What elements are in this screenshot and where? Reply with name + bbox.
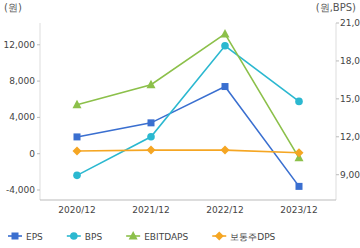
marker	[147, 80, 156, 89]
series-line	[77, 150, 299, 153]
y2-tick-label: 9,000	[340, 170, 360, 180]
legend-label: 보통주DPS	[230, 232, 275, 242]
y2-tick	[336, 98, 339, 99]
y2-tick-label: 15,000	[340, 94, 360, 104]
marker	[221, 146, 230, 155]
y-tick	[37, 44, 40, 45]
chart: (원) (원,BPS) -4,000 0 4,000 8,000 12,000 9,000 12…	[0, 0, 360, 248]
x-tick-label: 2020/12	[58, 205, 95, 215]
y2-tick-label: 12,000	[340, 132, 360, 142]
x-axis-line	[40, 200, 336, 201]
legend-marker	[215, 232, 224, 241]
y2-axis-line	[336, 23, 337, 200]
legend-item: EPS	[8, 232, 43, 242]
y-tick	[37, 117, 40, 118]
y2-tick-label: 21,000	[340, 18, 360, 28]
marker	[295, 148, 304, 157]
y-tick-label: 8,000	[9, 76, 35, 86]
y-tick-label: -4,000	[6, 185, 35, 195]
y-tick-label: 0	[29, 149, 35, 159]
legend-label: BPS	[85, 232, 103, 242]
y-axis-title: (원)	[4, 2, 22, 13]
marker	[148, 119, 155, 126]
y2-tick	[336, 174, 339, 175]
y-tick-label: 12,000	[4, 40, 36, 50]
legend-item: BPS	[67, 232, 103, 242]
legend-marker	[70, 232, 78, 240]
y2-tick	[336, 136, 339, 137]
y-axis-line	[40, 23, 41, 200]
y2-tick	[336, 60, 339, 61]
y-tick	[37, 81, 40, 82]
marker	[221, 29, 230, 38]
series-line	[77, 46, 299, 176]
marker	[295, 98, 303, 106]
legend-item: EBITDAPS	[126, 231, 188, 242]
legend-label: EPS	[26, 232, 43, 242]
marker	[296, 183, 303, 190]
x-tick-label: 2021/12	[132, 205, 169, 215]
x-tick-label: 2023/12	[280, 205, 317, 215]
y-tick	[37, 190, 40, 191]
y-tick	[37, 153, 40, 154]
marker	[73, 100, 82, 109]
marker	[221, 42, 229, 50]
y2-tick-label: 18,000	[340, 56, 360, 66]
y-tick-label: 4,000	[9, 112, 35, 122]
plot-area	[73, 29, 304, 190]
y2-axis-title: (원,BPS)	[316, 2, 356, 13]
marker	[222, 83, 229, 90]
marker	[73, 172, 81, 180]
series-line	[77, 34, 299, 158]
legend-label: EBITDAPS	[144, 232, 188, 242]
y2-tick	[336, 23, 339, 24]
marker	[74, 133, 81, 140]
marker	[147, 146, 156, 155]
legend-marker	[12, 233, 19, 240]
legend-item: 보통주DPS	[212, 232, 275, 242]
marker	[147, 133, 155, 141]
x-tick-label: 2022/12	[206, 205, 243, 215]
marker	[73, 146, 82, 155]
legend-marker	[129, 231, 138, 240]
